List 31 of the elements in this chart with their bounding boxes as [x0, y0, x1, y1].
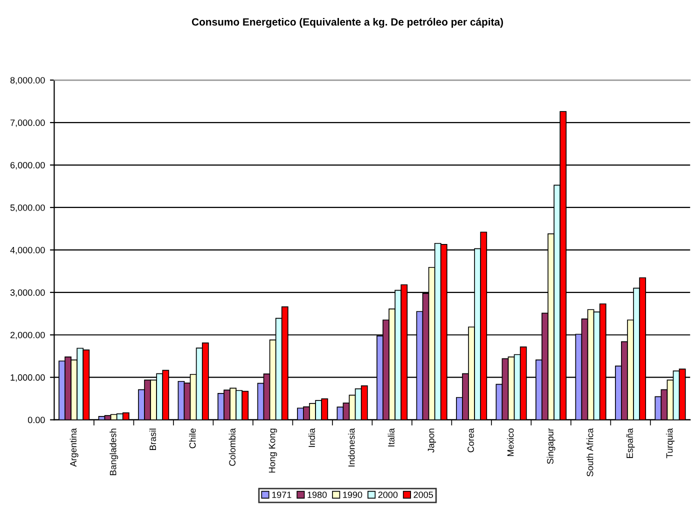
- x-tick-label: Turquia: [666, 428, 674, 458]
- legend-label: 1990: [343, 492, 362, 498]
- y-tick-label: 4,000.00: [10, 246, 45, 254]
- legend-label: 1971: [272, 492, 292, 498]
- x-tick-label: Argentina: [70, 428, 78, 467]
- y-tick-label: 8,000.00: [10, 77, 45, 85]
- legend-label: 1980: [308, 492, 327, 498]
- x-tick-label: Japon: [428, 428, 436, 453]
- x-tick-label: Colombia: [228, 428, 236, 466]
- x-tick-label: Mexico: [507, 428, 514, 456]
- y-tick-label: 1,000.00: [10, 374, 45, 382]
- x-tick-label: Bangladesh: [110, 428, 118, 476]
- y-tick-label: 0.00: [28, 416, 45, 424]
- legend-label: 2000: [378, 492, 398, 498]
- x-tick-label: India: [308, 428, 315, 447]
- y-tick-label: 6,000.00: [10, 162, 45, 170]
- x-tick-label: España: [626, 428, 635, 458]
- y-tick-label: 3,000.00: [10, 289, 45, 297]
- x-tick-label: Chile: [189, 428, 196, 448]
- chart-title: Consumo Energetico (Equivalente a kg. De petróleo per cápita): [192, 18, 503, 28]
- y-tick-label: 5,000.00: [10, 204, 45, 212]
- legend-label: 2005: [414, 492, 433, 498]
- x-tick-label: Hong Kong: [268, 428, 278, 473]
- x-tick-label: Corea: [468, 428, 474, 452]
- y-tick-label: 7,000.00: [10, 120, 45, 127]
- x-tick-label: Italia: [388, 428, 394, 446]
- x-tick-label: Indonesia: [348, 428, 355, 466]
- y-tick-label: 2,000.00: [10, 332, 45, 340]
- x-tick-label: Singapur: [546, 428, 556, 464]
- x-tick-label: Brasil: [149, 428, 156, 450]
- x-tick-label: South Africa: [586, 428, 594, 476]
